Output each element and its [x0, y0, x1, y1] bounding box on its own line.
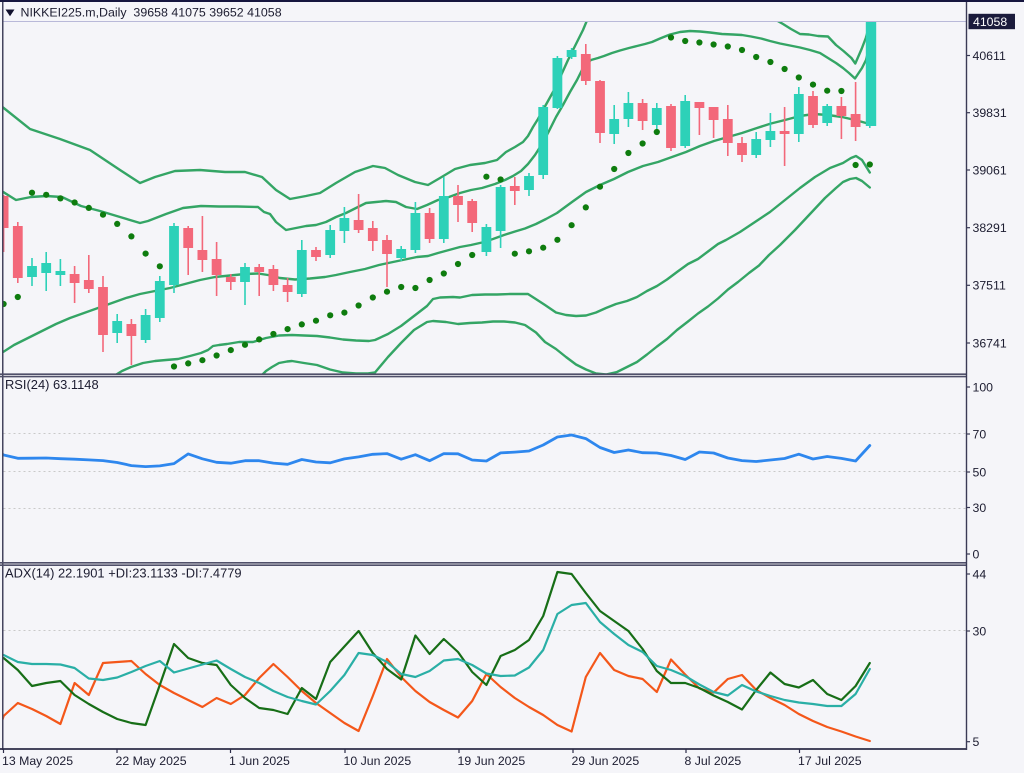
svg-text:8 Jul 2025: 8 Jul 2025 [685, 754, 742, 768]
svg-text:5: 5 [973, 735, 980, 749]
svg-text:ADX(14) 22.1901 +DI:23.1133 -D: ADX(14) 22.1901 +DI:23.1133 -DI:7.4779 [5, 566, 242, 581]
svg-text:17 Jul 2025: 17 Jul 2025 [798, 754, 862, 768]
svg-text:22 May 2025: 22 May 2025 [116, 754, 187, 768]
svg-text:30: 30 [973, 501, 987, 515]
svg-text:40611: 40611 [973, 49, 1006, 63]
svg-text:NIKKEI225.m,Daily 39658 41075: NIKKEI225.m,Daily 39658 41075 39652 4105… [21, 6, 282, 20]
svg-text:41058: 41058 [973, 15, 1007, 29]
svg-text:38291: 38291 [973, 221, 1007, 235]
svg-text:10 Jun 2025: 10 Jun 2025 [344, 754, 412, 768]
svg-text:29 Jun 2025: 29 Jun 2025 [572, 754, 640, 768]
svg-text:100: 100 [973, 380, 994, 394]
svg-text:50: 50 [973, 465, 987, 479]
svg-text:30: 30 [973, 624, 987, 638]
svg-text:70: 70 [973, 427, 987, 441]
svg-text:39831: 39831 [973, 106, 1007, 120]
svg-text:37511: 37511 [973, 279, 1006, 293]
svg-text:36741: 36741 [973, 336, 1007, 350]
svg-text:13 May 2025: 13 May 2025 [2, 754, 73, 768]
svg-text:19 Jun 2025: 19 Jun 2025 [458, 754, 526, 768]
svg-text:1 Jun 2025: 1 Jun 2025 [229, 754, 290, 768]
svg-text:RSI(24) 63.1148: RSI(24) 63.1148 [5, 377, 99, 392]
svg-text:44: 44 [973, 567, 987, 581]
svg-text:0: 0 [973, 547, 980, 561]
svg-text:39061: 39061 [973, 163, 1007, 177]
